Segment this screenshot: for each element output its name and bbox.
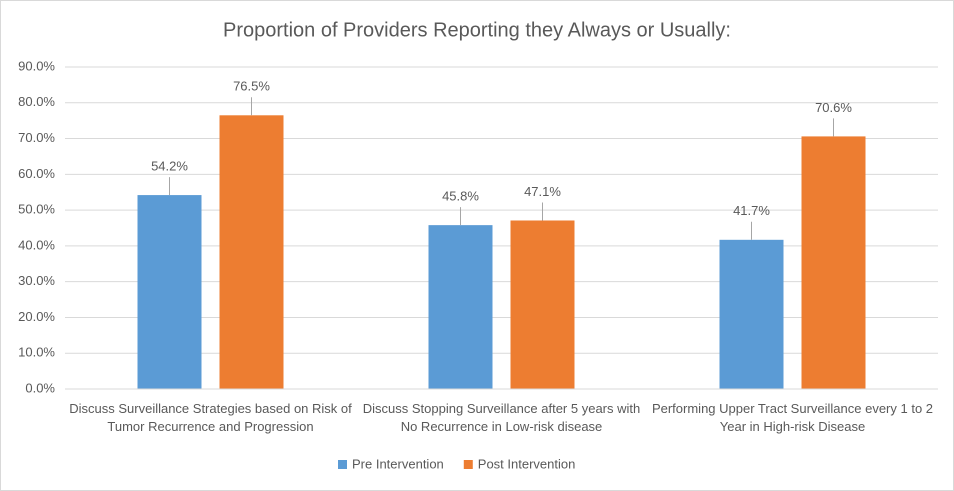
chart-title: Proportion of Providers Reporting they A…: [223, 19, 731, 41]
y-tick-label: 40.0%: [18, 237, 55, 252]
data-label: 70.6%: [815, 100, 852, 115]
y-tick-label: 80.0%: [18, 94, 55, 109]
y-tick-label: 90.0%: [18, 58, 55, 73]
bar: [137, 195, 202, 389]
y-tick-label: 10.0%: [18, 345, 55, 360]
bar: [719, 239, 784, 389]
legend-swatch: [463, 460, 473, 469]
y-tick-label: 60.0%: [18, 166, 55, 181]
data-label: 41.7%: [733, 203, 770, 218]
legend-swatch: [338, 460, 347, 469]
data-label: 76.5%: [233, 79, 270, 94]
x-tick-label: Discuss Stopping Surveillance after 5 ye…: [362, 401, 641, 434]
bar: [219, 115, 284, 390]
y-tick-label: 70.0%: [18, 130, 55, 145]
bar: [510, 220, 575, 389]
y-tick-label: 50.0%: [18, 202, 55, 217]
data-label: 45.8%: [442, 189, 479, 204]
legend-label: Post Intervention: [478, 456, 576, 471]
y-tick-label: 20.0%: [18, 309, 55, 324]
y-tick-label: 30.0%: [18, 273, 55, 288]
x-tick-label: Performing Upper Tract Surveillance ever…: [651, 401, 934, 434]
legend-label: Pre Intervention: [352, 456, 444, 471]
y-tick-label: 0.0%: [25, 380, 55, 395]
bar: [428, 225, 493, 389]
data-label: 47.1%: [524, 184, 561, 199]
x-tick-label: Discuss Surveillance Strategies based on…: [69, 401, 352, 434]
bar: [801, 136, 866, 389]
data-label: 54.2%: [151, 159, 188, 174]
